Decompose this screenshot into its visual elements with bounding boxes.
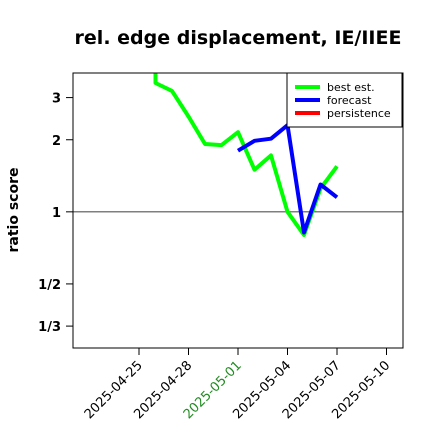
legend-label: persistence [327,107,391,120]
y-tick-label: 1 [52,206,61,221]
series-line-best-est- [153,73,339,237]
y-tick-label: 3 [52,92,61,107]
series-line-forecast [236,123,339,235]
legend-label: forecast [327,94,372,107]
y-tick-label: 2 [52,134,61,149]
y-tick-label: 1/2 [38,278,61,293]
chart-title: rel. edge displacement, IE/IIEE [75,27,402,49]
y-tick-label: 1/3 [38,320,61,335]
legend-label: best est. [327,81,375,94]
y-axis-label: ratio score [6,168,22,253]
